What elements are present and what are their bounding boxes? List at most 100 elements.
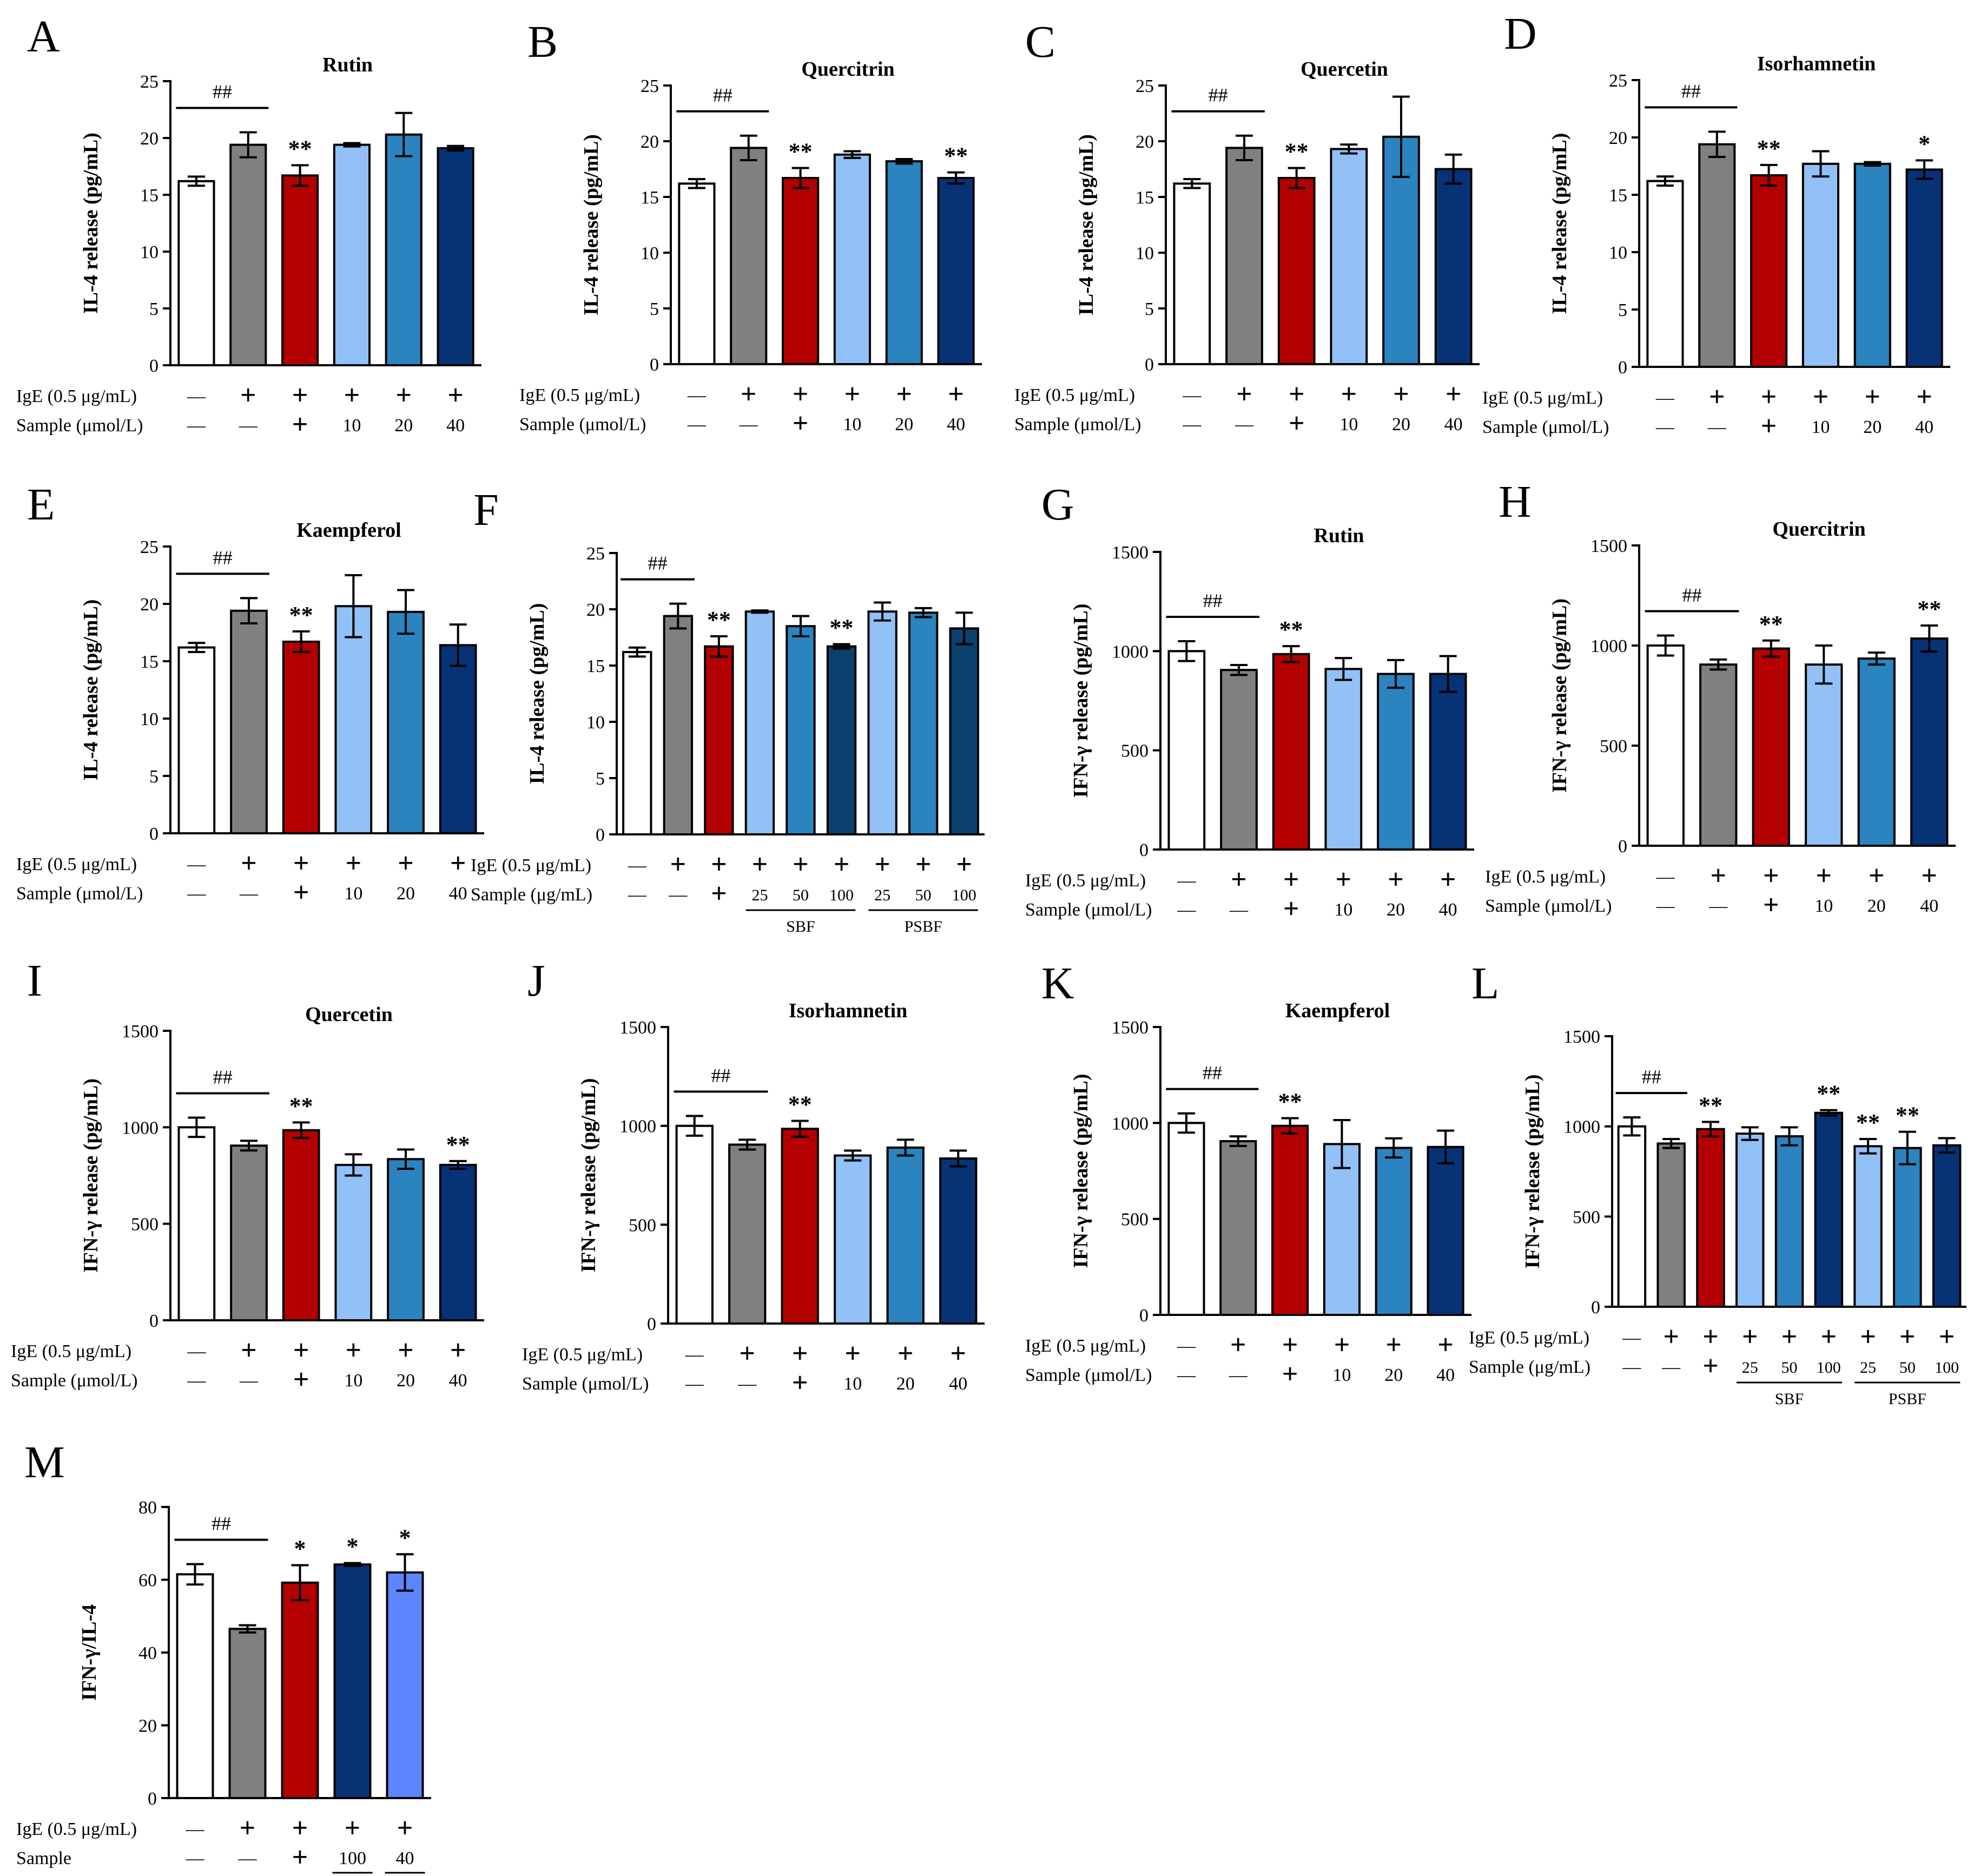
sample-row-label: Sample (μmol/L) xyxy=(1014,414,1141,435)
ige-cell: + xyxy=(792,1338,808,1369)
bar xyxy=(281,1581,319,1799)
group-label: PSBF xyxy=(905,918,942,936)
bar xyxy=(282,640,320,834)
y-tick-label: 20 xyxy=(140,595,159,615)
bar xyxy=(1225,147,1263,365)
sample-cell: 10 xyxy=(843,414,861,435)
ige-cell: + xyxy=(1282,1329,1298,1360)
sample-row-label: Sample (μmol/L) xyxy=(1025,1365,1152,1385)
y-tick-label: 5 xyxy=(1145,299,1154,319)
bar xyxy=(1429,673,1467,851)
panel-c: C Quercetin IL-4 release (pg/mL) 0 5 10 15 20 25… xyxy=(1014,17,1480,439)
y-tick-label: 15 xyxy=(641,188,659,208)
sample-cell: + xyxy=(1702,1351,1719,1381)
sample-cell: + xyxy=(793,408,809,439)
sample-cell: — xyxy=(239,884,259,904)
panel-letter: C xyxy=(1025,17,1055,67)
bar xyxy=(176,1573,214,1800)
bar xyxy=(177,646,216,835)
y-tick-label: 5 xyxy=(650,299,659,319)
sample-cell: — xyxy=(1656,896,1675,916)
significance-mark: * xyxy=(294,1536,306,1562)
bar xyxy=(1774,1135,1804,1308)
bar xyxy=(1220,669,1258,851)
bar xyxy=(1857,657,1896,847)
bar xyxy=(229,143,267,366)
y-tick-label: 1500 xyxy=(1112,1018,1149,1038)
y-tick-label: 20 xyxy=(138,1716,157,1736)
sample-row-label: Sample (μmol/L) xyxy=(1485,896,1612,916)
sample-cell: 20 xyxy=(397,1371,415,1391)
sample-cell: — xyxy=(1182,414,1202,435)
sample-cell: 25 xyxy=(874,886,890,904)
sample-cell: — xyxy=(1622,1357,1641,1377)
ige-cell: + xyxy=(1869,860,1885,891)
y-tick-label: 0 xyxy=(1139,1306,1149,1326)
ige-cell: + xyxy=(398,1335,414,1366)
ige-cell: + xyxy=(293,1335,309,1366)
panel-letter: D xyxy=(1504,9,1537,59)
sample-cell: — xyxy=(685,1374,704,1394)
y-tick-label: 1000 xyxy=(619,1117,656,1137)
sample-cell: 10 xyxy=(344,884,362,904)
panel-l: L IFN-γ release (pg/mL) 0 500 1000 1500 ** ** **… xyxy=(1469,958,1966,1408)
y-tick-label: 15 xyxy=(1609,186,1627,206)
y-tick-label: 1000 xyxy=(1590,636,1627,656)
bar xyxy=(949,627,979,835)
sample-cell: 20 xyxy=(895,414,913,435)
sample-cell: 100 xyxy=(1817,1359,1841,1377)
ige-cell: — xyxy=(187,854,206,874)
ige-cell: + xyxy=(1864,381,1880,412)
sample-cell: 10 xyxy=(1334,900,1352,920)
sample-cell: 40 xyxy=(1444,414,1463,435)
comparison-mark: ## xyxy=(1682,584,1702,606)
ige-cell: + xyxy=(1385,1329,1402,1360)
y-tick-label: 500 xyxy=(131,1215,159,1235)
bar xyxy=(704,645,734,835)
bar xyxy=(386,1571,424,1800)
chart-title: Quercetin xyxy=(305,1003,393,1026)
sample-cell: 50 xyxy=(915,886,932,904)
bar xyxy=(1752,647,1790,847)
ige-row-label: IgE (0.5 μg/mL) xyxy=(1482,388,1603,408)
ige-cell: + xyxy=(1388,864,1404,895)
y-tick-label: 20 xyxy=(1136,132,1154,152)
bar xyxy=(439,1163,477,1321)
y-tick-label: 0 xyxy=(1139,840,1149,860)
ige-cell: + xyxy=(948,379,964,410)
bar xyxy=(1805,663,1843,847)
ige-row-label: IgE (0.5 μg/mL) xyxy=(16,1819,137,1839)
comparison-mark: ## xyxy=(212,1513,231,1535)
y-tick-label: 5 xyxy=(149,767,159,787)
significance-mark: ** xyxy=(1279,616,1303,643)
bar xyxy=(1434,168,1473,365)
sample-cell: + xyxy=(1289,408,1305,439)
bar xyxy=(1801,162,1839,368)
sample-cell: 40 xyxy=(449,884,467,904)
y-tick-label: 500 xyxy=(1600,736,1627,756)
sample-cell: + xyxy=(1283,893,1299,924)
y-axis-label: IL-4 release (pg/mL) xyxy=(80,600,102,781)
ige-cell: + xyxy=(293,848,309,879)
ige-cell: — xyxy=(1656,867,1675,887)
sample-cell: + xyxy=(292,409,308,440)
sample-cell: 10 xyxy=(1814,896,1833,916)
significance-mark: ** xyxy=(788,1091,812,1118)
significance-mark: ** xyxy=(1856,1109,1880,1136)
sample-cell: 20 xyxy=(896,1374,915,1394)
ige-cell: + xyxy=(915,849,932,880)
bar xyxy=(1905,168,1943,368)
y-axis-label: IFN-γ release (pg/mL) xyxy=(1070,604,1092,798)
panel-h: H Quercitrin IFN-γ release (pg/mL) 0 500 1000… xyxy=(1485,477,1956,920)
bar xyxy=(1173,182,1211,365)
y-tick-label: 15 xyxy=(586,656,605,676)
ige-cell: + xyxy=(1710,860,1726,891)
ige-cell: + xyxy=(1334,1329,1350,1360)
ige-cell: — xyxy=(186,1819,205,1839)
ige-cell: + xyxy=(834,849,850,880)
bar xyxy=(1427,1146,1464,1317)
sample-cell: 20 xyxy=(394,416,413,436)
bar xyxy=(177,180,215,366)
panel-letter: A xyxy=(27,11,60,62)
chart-title: Rutin xyxy=(322,54,373,76)
